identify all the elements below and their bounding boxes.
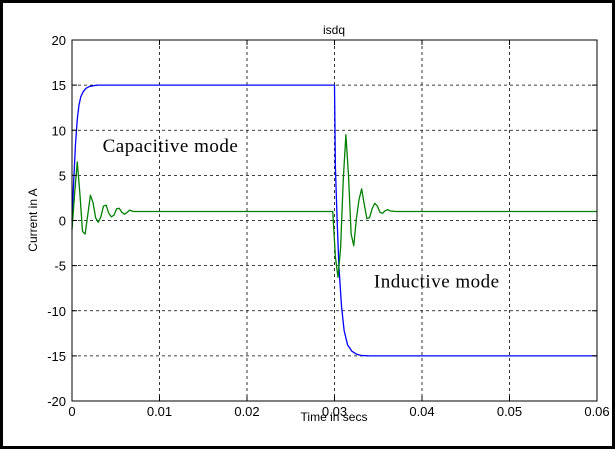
series-line-1 xyxy=(71,84,597,357)
chart-title: isdq xyxy=(323,23,345,37)
y-tick-label: -15 xyxy=(47,349,66,364)
x-tick-label: 0.06 xyxy=(584,404,609,419)
annotations: Capacitive mode Inductive mode xyxy=(103,136,500,292)
y-tick-label: 20 xyxy=(52,33,66,48)
tick-labels: 0 0.01 0.02 0.03 0.04 0.05 0.06 20 15 10 5 0 -5 -10 -1… xyxy=(47,33,609,419)
y-tick-label: 10 xyxy=(52,123,66,138)
x-tick-label: 0.05 xyxy=(497,404,522,419)
x-tick-label: 0 xyxy=(68,404,75,419)
x-tick-label: 0.04 xyxy=(409,404,434,419)
x-axis-label: Time in secs xyxy=(301,410,368,424)
y-tick-label: -10 xyxy=(47,304,66,319)
grid xyxy=(72,40,597,401)
y-tick-label: -5 xyxy=(54,259,66,274)
x-tick-label: 0.03 xyxy=(322,404,347,419)
series-line-2 xyxy=(71,134,597,279)
annotation-capacitive-mode: Capacitive mode xyxy=(103,136,239,157)
x-tick-label: 0.01 xyxy=(147,404,172,419)
series-group xyxy=(71,84,597,357)
y-tick-label: -20 xyxy=(47,394,66,409)
y-tick-label: 0 xyxy=(59,214,66,229)
y-axis-label: Current in A xyxy=(26,188,40,251)
x-tick-label: 0.02 xyxy=(234,404,259,419)
ticks xyxy=(71,39,598,402)
annotation-inductive-mode: Inductive mode xyxy=(374,271,500,292)
y-tick-label: 5 xyxy=(59,168,66,183)
y-tick-label: 15 xyxy=(52,78,66,93)
